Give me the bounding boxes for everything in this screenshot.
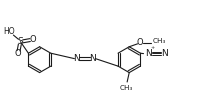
Text: S: S [18,37,23,46]
Text: HO: HO [3,27,14,36]
Text: O: O [29,35,36,44]
Text: N: N [89,54,96,63]
Text: ⁺: ⁺ [150,45,154,54]
Text: O: O [15,49,21,58]
Text: CH₃: CH₃ [119,85,133,91]
Text: O: O [137,39,143,48]
Text: CH₃: CH₃ [153,38,166,44]
Text: N: N [145,49,152,58]
Text: N: N [73,54,79,63]
Text: N: N [161,49,168,58]
